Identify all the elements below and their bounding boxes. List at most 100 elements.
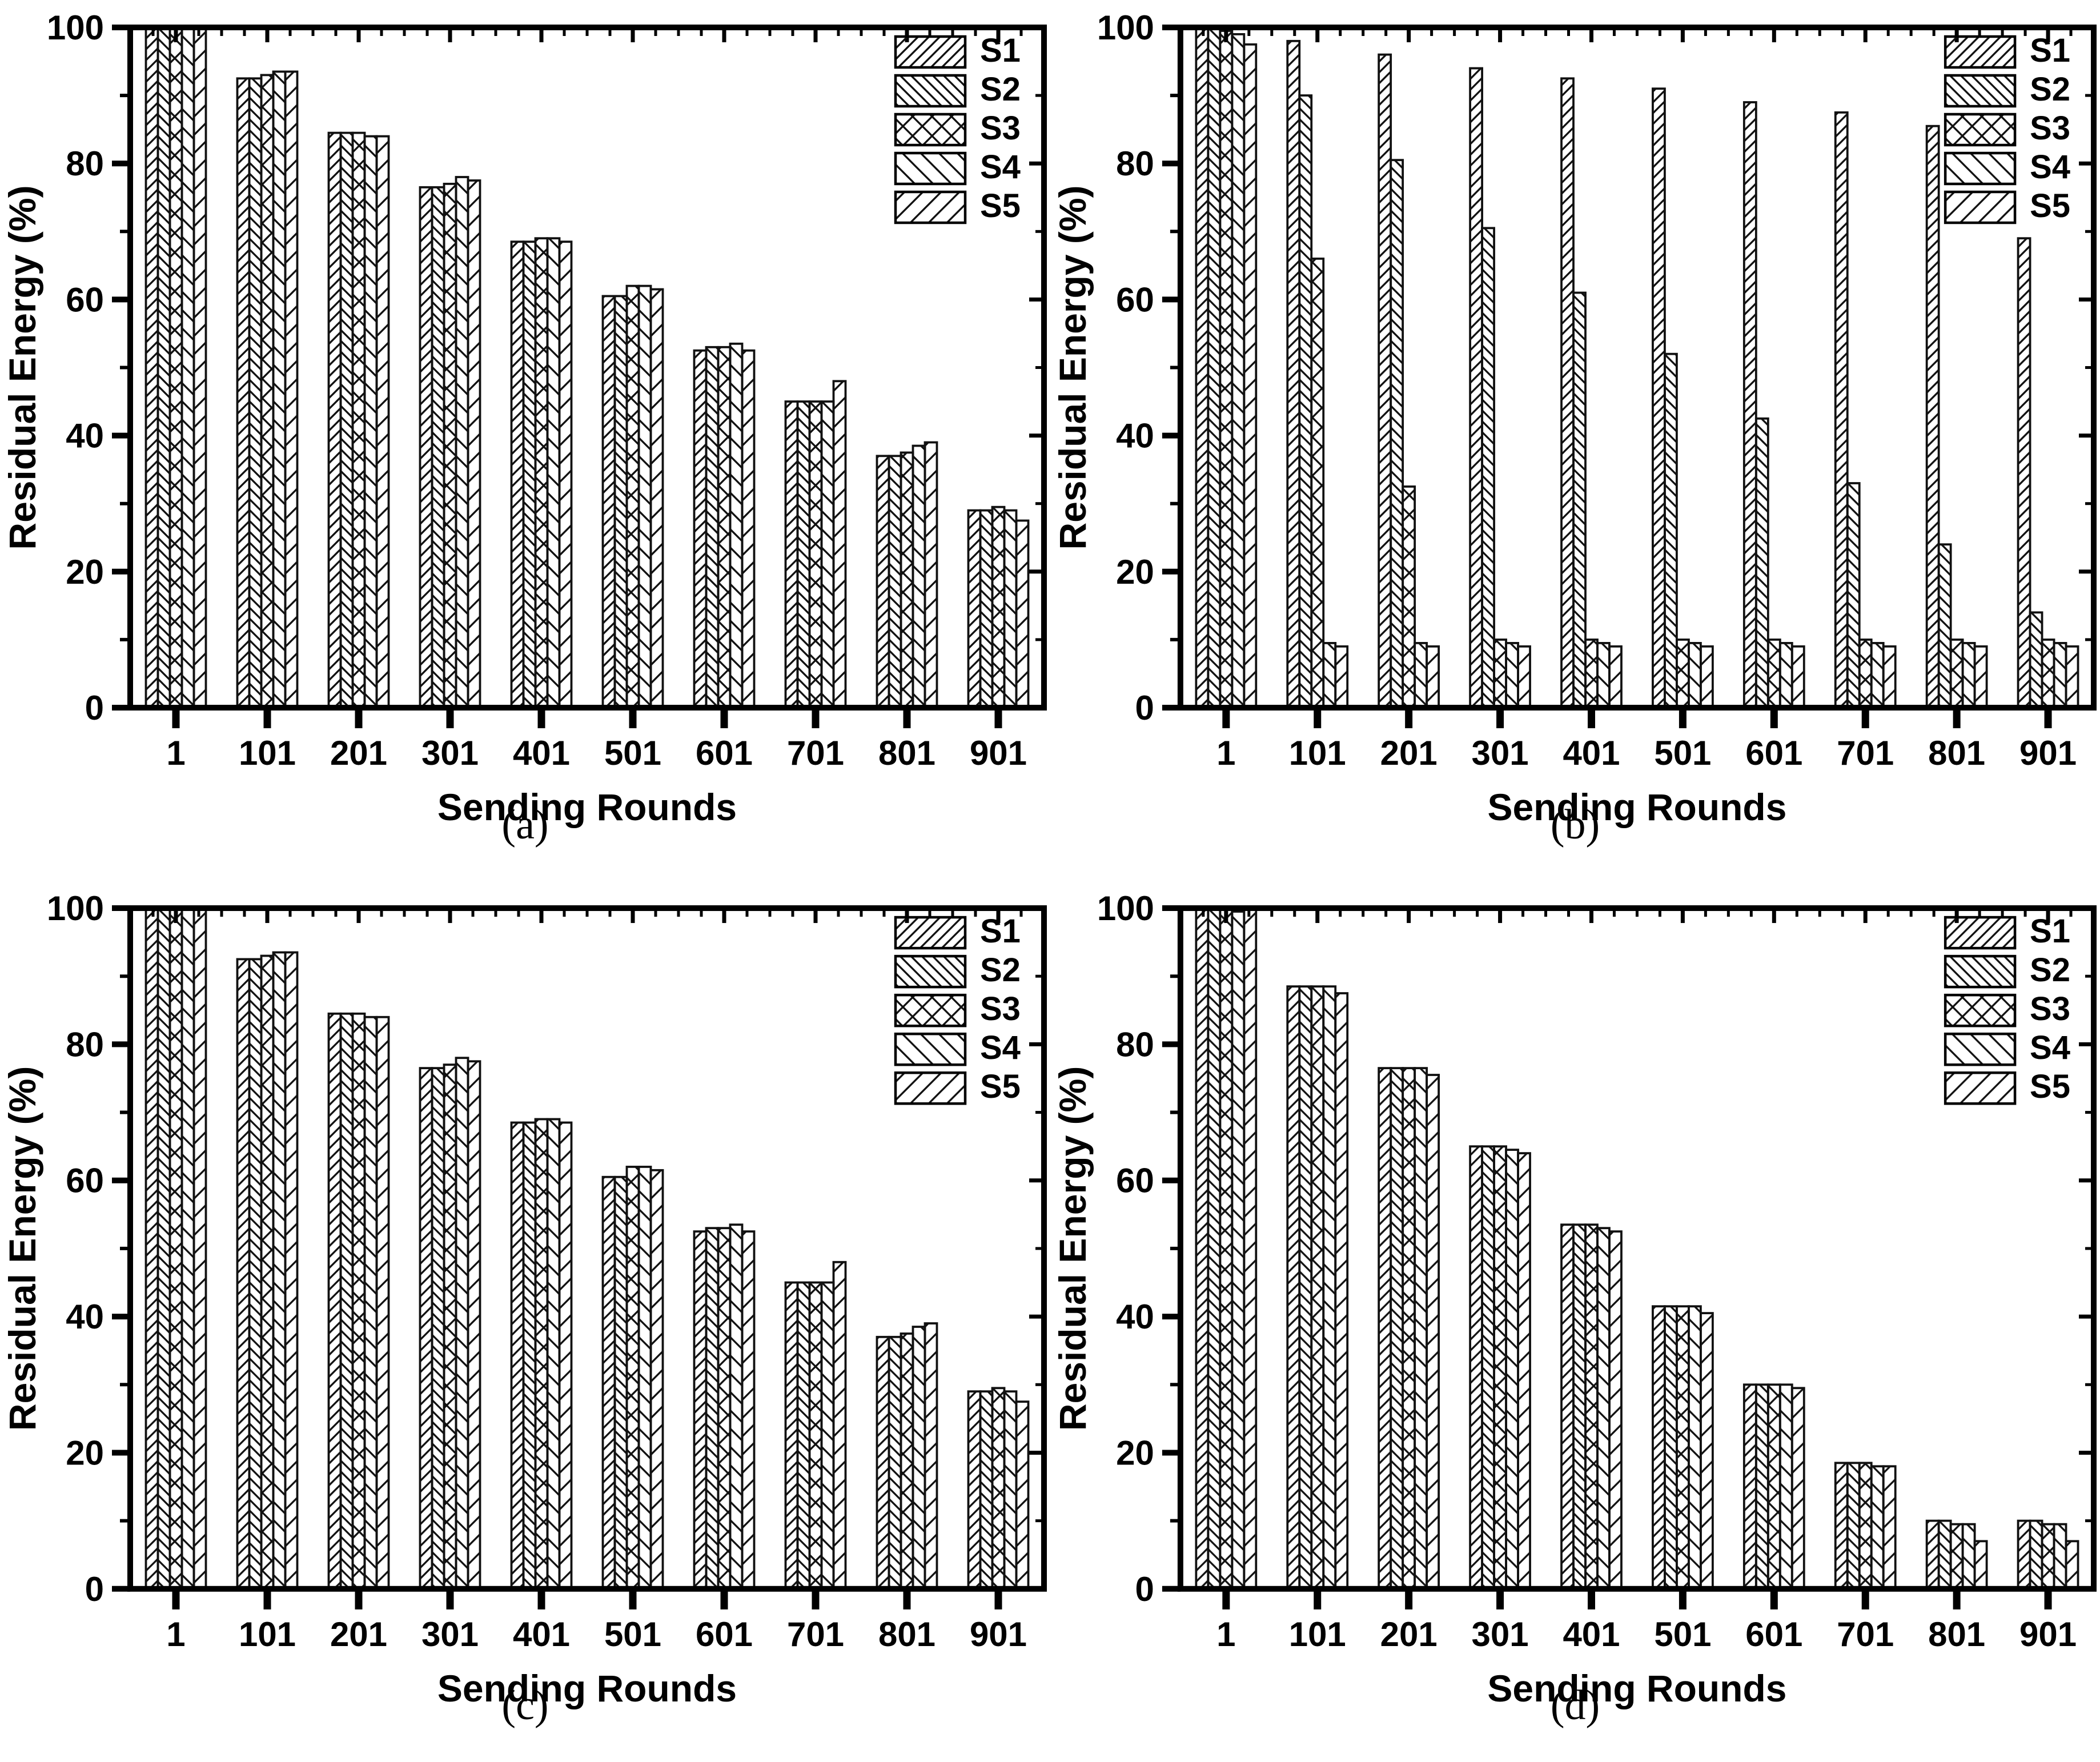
bar-s3-401 <box>1584 1223 1599 1590</box>
bar-s2-201 <box>339 131 354 709</box>
y-tick-label: 60 <box>1116 280 1154 319</box>
legend-label-s4: S4 <box>980 1029 1021 1066</box>
bar-s5-801 <box>923 441 938 709</box>
legend-swatch-s5 <box>894 190 967 224</box>
bar-s3-401 <box>534 237 549 709</box>
bar-s2-601 <box>705 1227 720 1590</box>
bar-s3-1 <box>168 26 183 709</box>
x-tick-label: 401 <box>1563 1615 1620 1653</box>
legend-label-s3: S3 <box>980 110 1021 147</box>
bar-s4-601 <box>1778 642 1793 709</box>
bar-s4-601 <box>729 1223 744 1590</box>
bar-s3-201 <box>351 131 366 709</box>
x-tick-label: 301 <box>421 734 479 772</box>
bar-s4-901 <box>1003 509 1018 709</box>
bar-s5-301 <box>1517 1152 1531 1590</box>
panel-a: 0 20 40 60 80 100 1 101 201 301 401 501 601 701 801 901… <box>0 0 1050 881</box>
caption-d: (d) <box>1550 1682 1600 1729</box>
bar-s2-301 <box>1481 1145 1495 1590</box>
x-tick-label: 501 <box>604 1615 661 1653</box>
y-tick-label: 60 <box>1116 1162 1154 1200</box>
bar-s2-701 <box>1846 482 1861 709</box>
bar-s4-801 <box>1961 642 1976 709</box>
chart-c: 0 20 40 60 80 100 1 101 201 301 401 501 601 701 801 901… <box>1 889 1047 1709</box>
y-tick-label: 20 <box>1116 1434 1154 1472</box>
x-tick-label: 601 <box>1745 734 1802 772</box>
x-tick-label: 901 <box>2019 734 2077 772</box>
legend-label-s1: S1 <box>2030 913 2070 950</box>
bar-s2-1 <box>1207 26 1222 709</box>
legend-swatch-s1 <box>1944 35 2017 69</box>
bar-s3-1 <box>1219 30 1234 709</box>
bar-s1-301 <box>419 1067 433 1590</box>
bar-s3-701 <box>808 400 823 709</box>
bar-s4-1 <box>1231 910 1246 1590</box>
legend-label-s3: S3 <box>2030 990 2070 1028</box>
bar-s4-101 <box>1322 642 1337 709</box>
bar-s5-1 <box>192 907 207 1590</box>
bar-s4-201 <box>1414 1067 1428 1590</box>
legend-label-s4: S4 <box>2030 149 2070 186</box>
bar-s3-201 <box>1402 485 1416 709</box>
bar-s4-801 <box>912 444 926 709</box>
y-tick-label: 100 <box>47 9 104 47</box>
x-tick-label: 1 <box>1216 734 1235 772</box>
x-tick-label: 801 <box>1928 734 1985 772</box>
legend-swatch-s4 <box>894 151 967 186</box>
bar-s1-301 <box>1469 67 1483 709</box>
legend-swatch-s5 <box>894 1071 967 1105</box>
x-axis-title: Sending Rounds <box>1487 786 1786 828</box>
bar-s5-101 <box>1334 992 1349 1590</box>
bar-s1-1 <box>144 26 159 709</box>
legend-swatch-s4 <box>1944 1032 2017 1066</box>
x-tick-label: 901 <box>970 734 1027 772</box>
y-tick-label: 40 <box>66 417 104 455</box>
bar-s2-101 <box>248 77 263 709</box>
legend-label-s2: S2 <box>2030 952 2070 989</box>
bar-s4-601 <box>729 342 744 709</box>
y-tick-label: 40 <box>1116 417 1154 455</box>
bar-s5-201 <box>375 135 390 709</box>
chart-d: 0 20 40 60 80 100 1 101 201 301 401 501 601 701 801 901… <box>1051 889 2097 1709</box>
y-axis-title: Residual Energy (%) <box>1 185 43 549</box>
bar-s2-801 <box>1937 1519 1952 1590</box>
bar-s2-501 <box>1664 352 1678 709</box>
panel-d: 0 20 40 60 80 100 1 101 201 301 401 501 601 701 801 901… <box>1050 881 2100 1762</box>
bar-s5-101 <box>284 70 299 709</box>
bar-s5-601 <box>1790 1387 1805 1590</box>
legend-swatch-s1 <box>894 916 967 950</box>
bar-s1-401 <box>510 1121 525 1590</box>
caption-b: (b) <box>1550 801 1600 848</box>
bar-s3-801 <box>900 1332 914 1590</box>
y-tick-label: 100 <box>1097 9 1154 47</box>
bar-s1-101 <box>236 958 251 1590</box>
x-tick-label: 601 <box>696 734 753 772</box>
bar-s2-801 <box>1937 543 1952 709</box>
bar-s2-501 <box>613 1175 628 1590</box>
bar-s1-701 <box>1834 111 1849 709</box>
bar-s5-101 <box>1334 645 1349 709</box>
legend-label-s2: S2 <box>980 952 1021 989</box>
bar-s3-401 <box>1584 639 1599 709</box>
bar-s3-501 <box>625 1166 640 1590</box>
bar-s3-101 <box>260 954 275 1590</box>
bar-s5-1 <box>1243 43 1258 709</box>
bar-s1-601 <box>693 349 708 709</box>
y-tick-label: 20 <box>66 553 104 591</box>
y-tick-label: 0 <box>85 1570 104 1608</box>
x-tick-label: 101 <box>1289 734 1346 772</box>
y-axis-title: Residual Energy (%) <box>1051 185 1094 549</box>
bar-s5-201 <box>375 1016 390 1590</box>
x-tick-label: 101 <box>1289 1615 1346 1653</box>
x-tick-label: 301 <box>1472 1615 1529 1653</box>
bar-s3-901 <box>2041 639 2055 709</box>
bar-s5-401 <box>558 1121 573 1590</box>
chart-a: 0 20 40 60 80 100 1 101 201 301 401 501 601 701 801 901… <box>1 9 1047 828</box>
x-tick-label: 201 <box>330 1615 387 1653</box>
bar-s5-401 <box>1608 645 1623 709</box>
bar-s5-701 <box>1882 645 1897 709</box>
